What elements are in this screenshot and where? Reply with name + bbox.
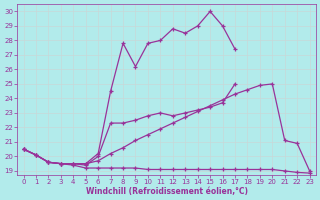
- X-axis label: Windchill (Refroidissement éolien,°C): Windchill (Refroidissement éolien,°C): [85, 187, 248, 196]
